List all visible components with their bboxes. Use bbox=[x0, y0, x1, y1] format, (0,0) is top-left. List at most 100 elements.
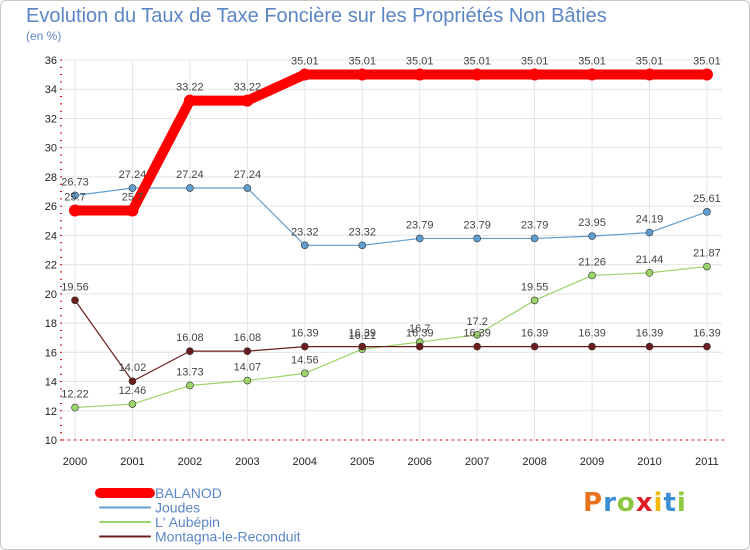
x-tick-label: 2009 bbox=[580, 456, 604, 468]
data-label: 27.24 bbox=[119, 169, 147, 181]
data-point bbox=[528, 68, 541, 81]
data-point bbox=[415, 234, 424, 243]
chart-title: Evolution du Taux de Taxe Foncière sur l… bbox=[26, 5, 607, 27]
data-point bbox=[700, 68, 713, 81]
data-label: 16.39 bbox=[406, 328, 434, 340]
y-tick-label: 10 bbox=[45, 435, 57, 447]
series-line-1 bbox=[74, 187, 708, 246]
data-point bbox=[471, 68, 484, 81]
data-point bbox=[186, 347, 194, 355]
y-axis-unit-label: (en %) bbox=[26, 29, 62, 43]
data-point bbox=[298, 68, 311, 81]
data-label: 14.02 bbox=[119, 362, 147, 374]
data-label: 33.22 bbox=[176, 82, 204, 94]
x-tick-label: 2002 bbox=[178, 456, 202, 468]
data-point bbox=[243, 347, 252, 355]
y-tick-label: 24 bbox=[45, 230, 57, 242]
x-tick-label: 2000 bbox=[63, 456, 87, 468]
data-point bbox=[645, 228, 654, 237]
y-tick-label: 30 bbox=[45, 143, 57, 155]
legend-label: L' Aubépin bbox=[155, 514, 220, 530]
y-tick-label: 16 bbox=[45, 347, 57, 359]
data-point bbox=[473, 330, 481, 339]
data-point bbox=[703, 208, 711, 216]
data-point bbox=[586, 68, 599, 81]
data-point bbox=[703, 262, 711, 271]
y-tick-label: 20 bbox=[45, 289, 57, 301]
data-label: 35.01 bbox=[348, 55, 376, 67]
data-label: 25.61 bbox=[693, 193, 721, 205]
data-point bbox=[530, 296, 539, 305]
y-tick-label: 28 bbox=[45, 172, 57, 184]
data-label: 35.01 bbox=[406, 55, 434, 67]
data-label: 23.32 bbox=[291, 226, 319, 238]
data-label: 16.39 bbox=[636, 328, 664, 340]
y-tick-label: 36 bbox=[45, 55, 57, 67]
data-point bbox=[300, 241, 309, 250]
data-point bbox=[128, 400, 137, 408]
x-tick-label: 2001 bbox=[120, 456, 144, 468]
data-label: 33.22 bbox=[234, 82, 262, 94]
data-label: 35.01 bbox=[463, 55, 491, 67]
data-point bbox=[530, 342, 539, 351]
data-label: 16.08 bbox=[234, 332, 262, 344]
data-label: 16.39 bbox=[578, 328, 606, 340]
data-point bbox=[128, 377, 137, 386]
y-tick-label: 34 bbox=[45, 84, 57, 96]
y-tick-label: 22 bbox=[45, 260, 57, 272]
x-tick-label: 2011 bbox=[695, 456, 719, 468]
series-line-3 bbox=[74, 299, 708, 382]
data-point bbox=[186, 381, 194, 390]
data-label: 23.95 bbox=[578, 217, 606, 229]
data-label: 35.01 bbox=[521, 55, 549, 67]
data-point bbox=[473, 234, 481, 243]
x-tick-label: 2007 bbox=[465, 456, 489, 468]
data-label: 27.24 bbox=[176, 169, 204, 181]
data-point bbox=[645, 342, 654, 351]
data-label: 13.73 bbox=[176, 366, 204, 378]
data-label: 23.79 bbox=[406, 219, 434, 231]
data-label: 16.39 bbox=[463, 328, 491, 340]
x-tick-label: 2008 bbox=[522, 456, 546, 468]
data-point bbox=[588, 232, 596, 240]
data-point bbox=[413, 68, 426, 81]
data-point bbox=[69, 204, 81, 217]
data-point bbox=[183, 94, 196, 107]
y-tick-label: 26 bbox=[45, 201, 57, 213]
x-tick-label: 2003 bbox=[235, 456, 259, 468]
data-point bbox=[186, 184, 194, 192]
data-point bbox=[71, 296, 79, 305]
data-label: 21.44 bbox=[636, 254, 664, 266]
data-label: 25.7 bbox=[64, 192, 85, 204]
data-point bbox=[300, 369, 309, 378]
data-label: 16.39 bbox=[348, 328, 376, 340]
data-point bbox=[643, 68, 656, 81]
x-tick-label: 2006 bbox=[407, 456, 431, 468]
y-tick-label: 14 bbox=[45, 377, 57, 389]
data-label: 19.56 bbox=[61, 281, 89, 293]
data-point bbox=[530, 234, 539, 243]
data-label: 21.26 bbox=[578, 256, 606, 268]
data-point bbox=[588, 342, 596, 351]
legend-label: BALANOD bbox=[155, 485, 222, 501]
data-label: 16.39 bbox=[521, 328, 549, 340]
data-point bbox=[243, 376, 252, 385]
data-point bbox=[71, 191, 79, 200]
data-label: 21.87 bbox=[693, 248, 721, 260]
x-tick-label: 2010 bbox=[637, 456, 661, 468]
data-label: 12.46 bbox=[119, 385, 147, 397]
y-tick-label: 32 bbox=[45, 113, 57, 125]
data-point bbox=[358, 342, 367, 351]
data-label: 24.19 bbox=[636, 214, 664, 226]
data-point bbox=[128, 184, 137, 192]
data-point bbox=[356, 68, 369, 81]
data-label: 16.21 bbox=[348, 330, 376, 342]
proxiti-logo: Proxiti bbox=[583, 488, 687, 518]
data-label: 25.7 bbox=[122, 192, 143, 204]
data-point bbox=[358, 241, 367, 250]
series-line-0 bbox=[70, 69, 712, 216]
data-point bbox=[415, 342, 424, 351]
data-point bbox=[703, 342, 711, 351]
